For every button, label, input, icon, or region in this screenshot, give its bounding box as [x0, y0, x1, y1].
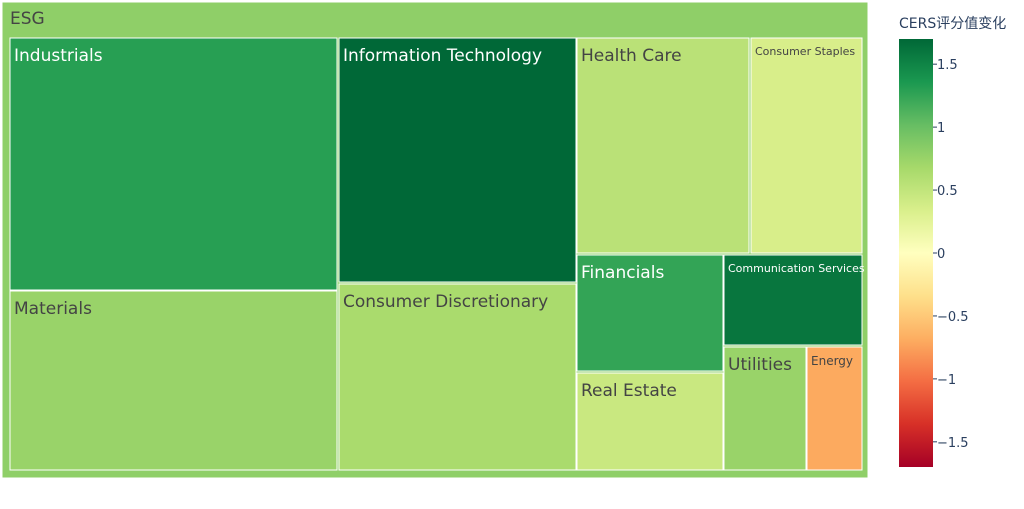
- treemap-tile-financials[interactable]: Financials: [576, 254, 724, 372]
- tile-rect[interactable]: [9, 37, 338, 291]
- tile-rect[interactable]: [338, 37, 577, 283]
- tile-label: Materials: [14, 299, 92, 319]
- colorbar-title: CERS评分值变化: [899, 16, 1006, 32]
- colorbar-tick-label: −1.5: [937, 436, 969, 451]
- treemap-tile-industrials[interactable]: Industrials: [9, 37, 338, 291]
- treemap-tile-communication-services[interactable]: Communication Services: [723, 254, 865, 346]
- tile-rect[interactable]: [723, 346, 807, 471]
- tile-label: Energy: [811, 354, 853, 368]
- treemap-tile-health-care[interactable]: Health Care: [576, 37, 750, 254]
- treemap-tile-real-estate[interactable]: Real Estate: [576, 372, 724, 471]
- treemap-tile-utilities[interactable]: Utilities: [723, 346, 807, 471]
- colorbar-tick-label: 1: [937, 121, 945, 136]
- tile-label: Industrials: [14, 46, 103, 66]
- treemap-tile-information-technology[interactable]: Information Technology: [338, 37, 577, 283]
- tile-label: Financials: [581, 263, 664, 283]
- tile-label: Health Care: [581, 46, 682, 66]
- tile-label: Consumer Discretionary: [343, 292, 548, 312]
- tile-rect[interactable]: [723, 254, 863, 346]
- tile-rect[interactable]: [750, 37, 863, 254]
- tile-label: Information Technology: [343, 46, 542, 66]
- treemap-tiles: Industrials Materials Information Technolo…: [9, 37, 865, 471]
- tile-label: Communication Services: [728, 262, 865, 275]
- tile-rect[interactable]: [338, 283, 577, 471]
- colorbar: CERS评分值变化 1.5 1 0.5 0 −0.5 −1 −1.5: [899, 16, 1006, 467]
- tile-rect[interactable]: [806, 346, 863, 471]
- tile-label: Real Estate: [581, 381, 677, 401]
- treemap-tile-energy[interactable]: Energy: [806, 346, 863, 471]
- treemap-root-label: ESG: [10, 9, 45, 29]
- colorbar-gradient: [899, 39, 933, 467]
- tile-rect[interactable]: [9, 290, 338, 471]
- tile-label: Utilities: [728, 355, 792, 375]
- tile-rect[interactable]: [576, 254, 724, 372]
- tile-rect[interactable]: [576, 372, 724, 471]
- treemap-tile-consumer-discretionary[interactable]: Consumer Discretionary: [338, 283, 577, 471]
- colorbar-tick-label: −1: [937, 373, 956, 388]
- colorbar-tick-label: 1.5: [937, 58, 958, 73]
- treemap-tile-consumer-staples[interactable]: Consumer Staples: [750, 37, 863, 254]
- tile-label: Consumer Staples: [755, 45, 855, 58]
- colorbar-tick-label: −0.5: [937, 310, 969, 325]
- treemap-tile-materials[interactable]: Materials: [9, 290, 338, 471]
- colorbar-tick-label: 0.5: [937, 184, 958, 199]
- colorbar-tick-label: 0: [937, 247, 945, 262]
- tile-rect[interactable]: [576, 37, 750, 254]
